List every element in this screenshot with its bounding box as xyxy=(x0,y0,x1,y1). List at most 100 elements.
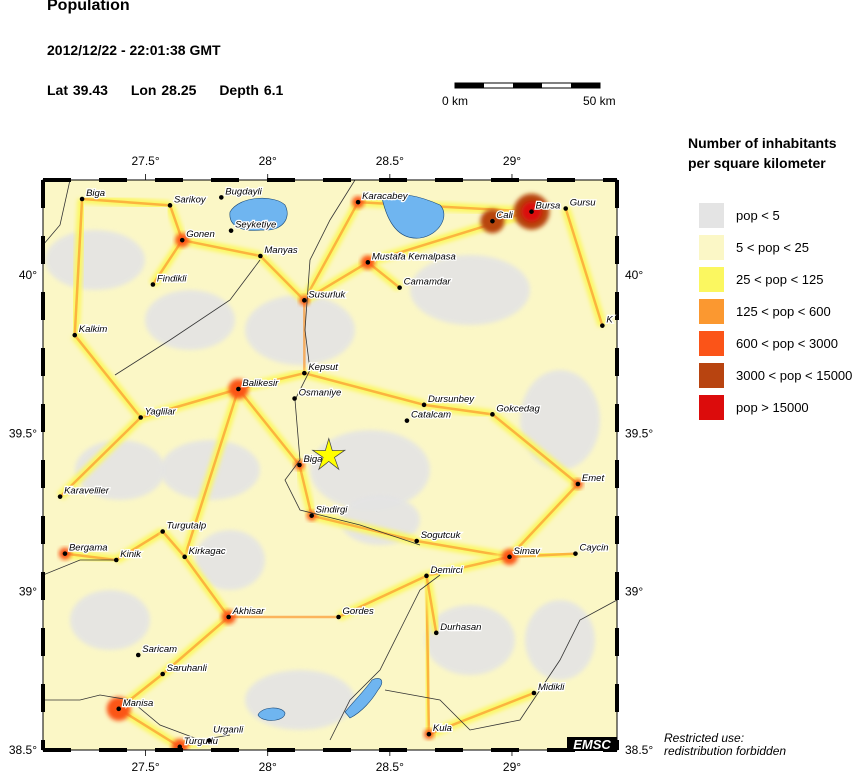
city-marker xyxy=(62,551,68,556)
lat-tick-label-right: 39.5° xyxy=(625,426,653,440)
city-marker xyxy=(573,551,578,556)
sparse-area xyxy=(310,430,430,510)
city-label: Akhisar xyxy=(232,606,266,617)
road-core xyxy=(311,514,418,543)
epicenter-star-icon xyxy=(311,437,347,471)
usage-notice: Restricted use: redistribution forbidden xyxy=(664,732,786,758)
city-marker xyxy=(160,671,165,677)
lat-tick-label-left: 38.5° xyxy=(9,743,37,757)
city-marker xyxy=(116,706,122,712)
legend-swatch xyxy=(699,234,724,260)
city-label: Findikli xyxy=(157,274,187,285)
road-core xyxy=(181,238,261,258)
city-label: Caycin xyxy=(579,543,608,554)
city-label: Durhasan xyxy=(440,622,481,633)
city-marker xyxy=(355,199,361,205)
city-marker xyxy=(302,370,307,376)
city-marker xyxy=(414,538,420,544)
legend-label: pop > 15000 xyxy=(736,399,809,415)
road-core xyxy=(304,371,425,407)
city-marker xyxy=(507,554,512,560)
lon-tick-label-bottom: 28° xyxy=(259,760,277,774)
legend-label: 125 < pop < 600 xyxy=(736,303,831,319)
city-marker xyxy=(236,386,241,392)
sparse-area xyxy=(525,600,595,680)
city-marker xyxy=(563,206,569,211)
lon-tick-label-top: 28° xyxy=(259,154,277,168)
road-core xyxy=(425,575,438,634)
event-datetime: 2012/12/22 - 22:01:38 GMT xyxy=(47,42,221,58)
city-marker xyxy=(226,614,231,620)
legend-title-line1: Number of inhabitants xyxy=(688,135,837,151)
city-label: Susurluk xyxy=(308,289,346,300)
city-marker xyxy=(206,738,212,743)
road-core xyxy=(161,530,186,558)
lake-manyas xyxy=(229,197,288,231)
legend-swatch xyxy=(699,298,724,324)
road-core xyxy=(426,555,510,578)
city-marker xyxy=(297,462,302,468)
road-core xyxy=(73,198,84,336)
road-core xyxy=(508,483,579,558)
road-core xyxy=(564,208,604,327)
legend: pop < 5 5 < pop < 25 25 < pop < 125 125 < p… xyxy=(699,199,852,423)
city-label: K xyxy=(606,315,613,326)
legend-item: 25 < pop < 125 xyxy=(699,263,852,295)
longitude-value: Lon 28.25 xyxy=(130,82,197,98)
city-marker xyxy=(421,402,427,408)
city-label: Karaveliler xyxy=(64,486,110,497)
reservoir-demirkopru xyxy=(344,678,383,719)
city-label: Kinik xyxy=(120,549,142,560)
city-label: Midikli xyxy=(538,682,565,693)
road-core xyxy=(416,539,510,559)
emsc-logo xyxy=(567,737,617,751)
city-label: Gokcedag xyxy=(496,403,540,414)
road-core xyxy=(238,371,305,391)
boundary-line xyxy=(329,574,441,741)
sparse-area xyxy=(70,590,150,650)
road-core xyxy=(338,574,428,619)
lat-tick-label-right: 39° xyxy=(625,585,643,599)
city-marker xyxy=(292,396,297,401)
lon-tick-label-top: 28.5° xyxy=(376,154,404,168)
city-marker xyxy=(397,285,402,290)
city-label: Bursa xyxy=(536,201,561,212)
city-label: Saruhanli xyxy=(167,663,208,674)
city-marker xyxy=(600,323,605,328)
road-core xyxy=(509,552,576,559)
city-marker xyxy=(433,630,439,636)
city-label: Sindirgi xyxy=(316,505,349,516)
event-location: Lat 39.43 Lon 28.25 Depth 6.1 xyxy=(47,82,301,98)
city-label: Sarikoy xyxy=(174,194,207,205)
lat-tick-label-left: 39.5° xyxy=(9,426,37,440)
boundary-line xyxy=(43,180,71,246)
road-core xyxy=(81,197,171,207)
city-label: Dursunbey xyxy=(428,394,475,405)
city-marker xyxy=(258,253,263,259)
city-label: Manisa xyxy=(123,698,154,709)
lon-tick-label-bottom: 28.5° xyxy=(376,760,404,774)
city-marker xyxy=(219,195,224,200)
city-label: Turgutalp xyxy=(167,521,206,532)
legend-item: pop < 5 xyxy=(699,199,852,231)
city-marker xyxy=(72,332,78,338)
legend-swatch xyxy=(699,362,724,388)
city-label: Sogutcuk xyxy=(421,530,462,541)
emsc-logo-text: EMSC xyxy=(573,737,611,752)
sparse-area xyxy=(145,290,235,350)
city-label: Bugdayli xyxy=(225,186,262,197)
city-marker xyxy=(160,529,165,534)
scale-bar: 0 km 50 km xyxy=(440,82,630,112)
road-core xyxy=(259,255,306,302)
cities: Biga Sarikoy Bugdayli Seyketiye Gonen Manyas F… xyxy=(57,185,615,750)
legend-swatch xyxy=(699,330,724,356)
scale-start-label: 0 km xyxy=(442,94,469,108)
city-label: Kepsut xyxy=(308,362,338,373)
city-marker xyxy=(575,481,581,487)
legend-swatch xyxy=(699,202,724,228)
road-core xyxy=(428,691,535,736)
lake-marmara xyxy=(257,707,286,721)
city-label: Urganli xyxy=(213,725,244,736)
legend-label: 600 < pop < 3000 xyxy=(736,335,838,351)
